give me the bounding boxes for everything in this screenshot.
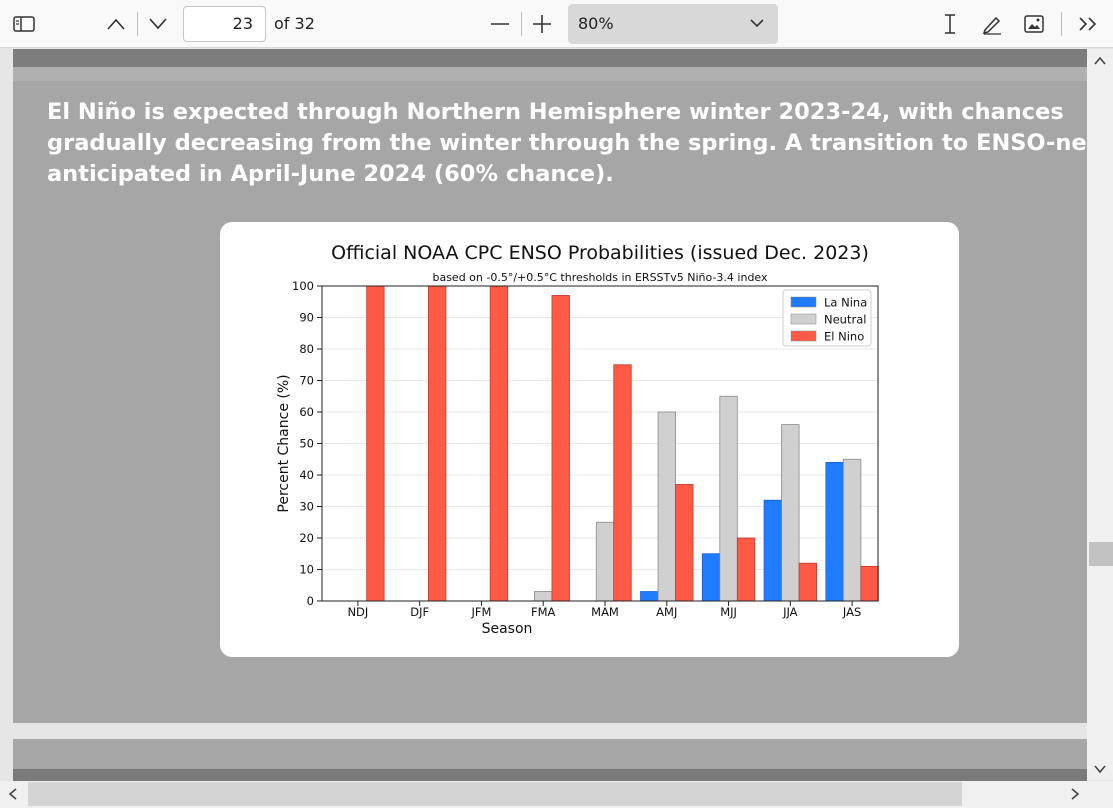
bar-neutral [842, 458, 862, 602]
x-tick-label: JAS [842, 605, 861, 619]
x-axis-label: Season [482, 621, 533, 637]
plot-frame [321, 285, 879, 602]
bar-el-nino [489, 285, 509, 602]
bar-el-nino [860, 565, 879, 602]
legend-swatch [790, 330, 817, 342]
bar-el-nino [551, 295, 570, 602]
bar-el-nino [675, 484, 694, 602]
bar-neutral [781, 424, 800, 602]
text-cursor-icon[interactable] [934, 0, 966, 48]
next-page [13, 739, 1087, 769]
chevron-down-icon [750, 19, 764, 28]
page-number-input[interactable]: 23 [183, 6, 266, 42]
x-tick-label: AMJ [656, 605, 677, 619]
x-tick-label: DJF [410, 605, 429, 619]
chart-subtitle: based on -0.5°/+0.5°C thresholds in ERSS… [432, 271, 768, 284]
image-icon[interactable] [1018, 0, 1050, 48]
slide-text-line: El Niño is expected through Northern Hem… [47, 99, 1064, 125]
bar-neutral [657, 411, 676, 602]
bar-la-nina [763, 499, 782, 602]
slide-summary-text: El Niño is expected through Northern Hem… [47, 97, 1107, 190]
x-tick-label: JJA [782, 605, 798, 619]
legend-label: Neutral [824, 313, 866, 327]
y-tick-label: 20 [299, 531, 314, 545]
scroll-right-icon[interactable] [1070, 788, 1080, 800]
current-page: El Niño is expected through Northern Hem… [13, 81, 1107, 723]
chevron-up-icon[interactable] [100, 0, 132, 48]
chart-title: Official NOAA CPC ENSO Probabilities (is… [331, 242, 869, 264]
y-tick-label: 70 [299, 374, 314, 388]
zoom-select[interactable]: 80% [568, 4, 778, 44]
y-tick-label: 0 [307, 594, 314, 608]
scroll-down-icon[interactable] [1094, 764, 1106, 774]
y-tick-label: 50 [299, 437, 314, 451]
enso-chart-card: Official NOAA CPC ENSO Probabilities (is… [220, 222, 959, 657]
bar-neutral [534, 591, 553, 602]
toolbar-divider [521, 12, 522, 36]
bar-la-nina [825, 461, 844, 602]
chevron-down-icon[interactable] [142, 0, 174, 48]
legend-swatch [790, 313, 817, 325]
x-tick-label: MAM [591, 605, 619, 619]
previous-page-bottom [13, 67, 1087, 81]
bar-el-nino [428, 285, 447, 602]
sidebar-icon[interactable] [6, 0, 42, 48]
previous-page [13, 49, 1087, 67]
zoom-in-icon[interactable] [526, 0, 558, 48]
y-tick-label: 60 [299, 405, 314, 419]
x-tick-label: MJJ [720, 605, 737, 619]
bar-el-nino [798, 562, 817, 602]
bar-el-nino [613, 364, 632, 602]
legend-swatch [790, 296, 817, 308]
y-tick-label: 100 [292, 279, 314, 293]
y-tick-label: 30 [299, 500, 314, 514]
horizontal-scroll-thumb[interactable] [28, 782, 962, 806]
zoom-out-icon[interactable] [484, 0, 516, 48]
toolbar-divider [137, 12, 138, 36]
slide-text-line: anticipated in April-June 2024 (60% chan… [47, 161, 614, 187]
slide-text-line: gradually decreasing from the winter thr… [47, 130, 1107, 156]
draw-icon[interactable] [976, 0, 1008, 48]
bar-el-nino [366, 285, 385, 602]
y-tick-label: 80 [299, 342, 314, 356]
y-tick-label: 10 [299, 563, 314, 577]
bar-la-nina [640, 591, 659, 602]
x-tick-label: FMA [531, 605, 556, 619]
scroll-up-icon[interactable] [1094, 56, 1106, 66]
bar-la-nina [701, 553, 721, 602]
y-axis-label: Percent Chance (%) [276, 374, 292, 512]
vertical-scrollbar[interactable] [1087, 49, 1113, 780]
y-tick-label: 90 [299, 311, 314, 325]
document-viewer[interactable]: El Niño is expected through Northern Hem… [0, 49, 1113, 808]
pdf-toolbar: 23 of 32 80% [0, 0, 1113, 48]
zoom-value: 80% [578, 14, 614, 33]
bar-el-nino [736, 537, 756, 602]
legend-label: El Nino [824, 330, 864, 344]
enso-probability-chart: Official NOAA CPC ENSO Probabilities (is… [276, 242, 879, 637]
legend-label: La Nina [824, 296, 867, 310]
toolbar-divider [1061, 12, 1062, 36]
x-tick-label: NDJ [347, 605, 368, 619]
vertical-scroll-thumb[interactable] [1089, 542, 1113, 566]
next-page-header [13, 769, 1087, 783]
x-tick-label: JFM [470, 605, 491, 619]
page-count-label: of 32 [274, 14, 315, 33]
scroll-left-icon[interactable] [8, 788, 18, 800]
bar-neutral [719, 395, 738, 602]
more-tools-icon[interactable] [1070, 0, 1106, 48]
y-tick-label: 40 [299, 468, 314, 482]
bar-neutral [595, 521, 615, 602]
